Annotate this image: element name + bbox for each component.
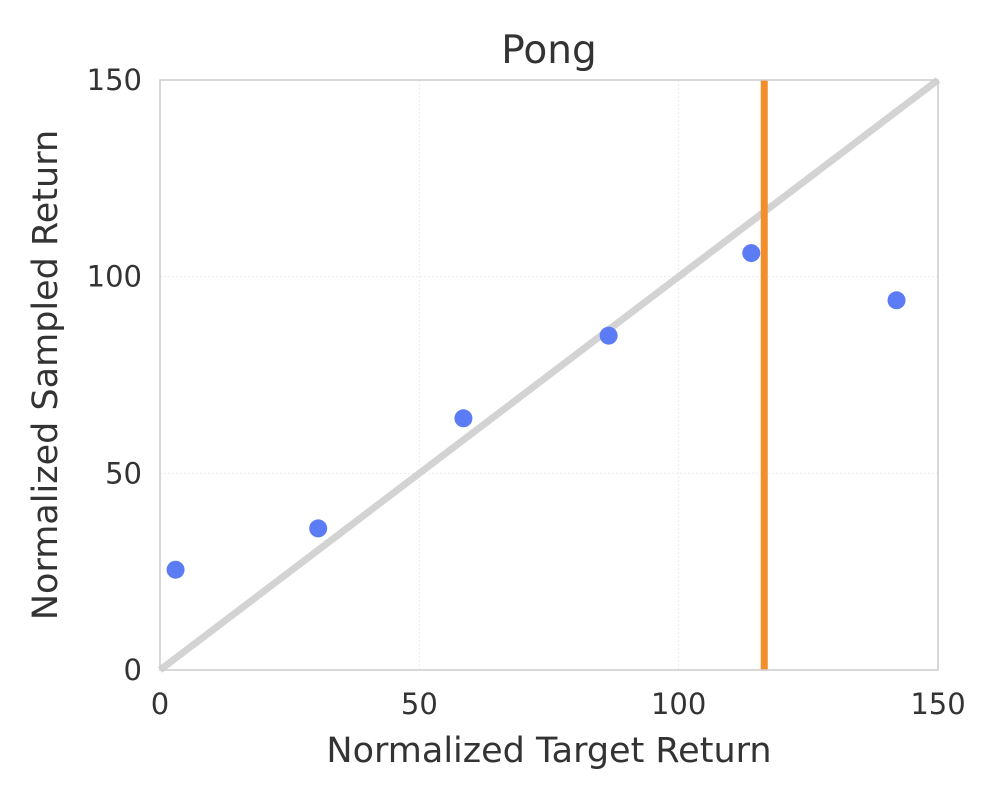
x-tick-labels: 0 50 100 150: [151, 687, 966, 721]
chart-title: Pong: [501, 28, 596, 73]
data-point-0: [166, 560, 185, 579]
y-tick-labels: 0 50 100 150: [87, 63, 142, 687]
plot-frame: [159, 79, 939, 671]
data-point-3: [599, 326, 618, 345]
x-tick-label-2: 100: [651, 687, 706, 721]
y-tick-label-0: 0: [124, 653, 142, 687]
data-points: [166, 244, 906, 579]
y-tick-label-3: 150: [87, 63, 142, 97]
data-point-2: [454, 409, 473, 428]
y-axis-label: Normalized Sampled Return: [26, 130, 66, 620]
data-point-5: [887, 291, 906, 310]
y-tick-label-1: 50: [105, 456, 142, 490]
x-tick-label-3: 150: [910, 687, 965, 721]
data-point-4: [742, 244, 761, 263]
x-tick-label-0: 0: [151, 687, 169, 721]
x-axis-label: Normalized Target Return: [326, 731, 771, 771]
x-tick-label-1: 50: [401, 687, 438, 721]
data-point-1: [309, 519, 328, 538]
reference-lines: [157, 77, 941, 673]
y-tick-label-2: 100: [87, 260, 142, 294]
diagonal-reference-line: [157, 77, 941, 673]
